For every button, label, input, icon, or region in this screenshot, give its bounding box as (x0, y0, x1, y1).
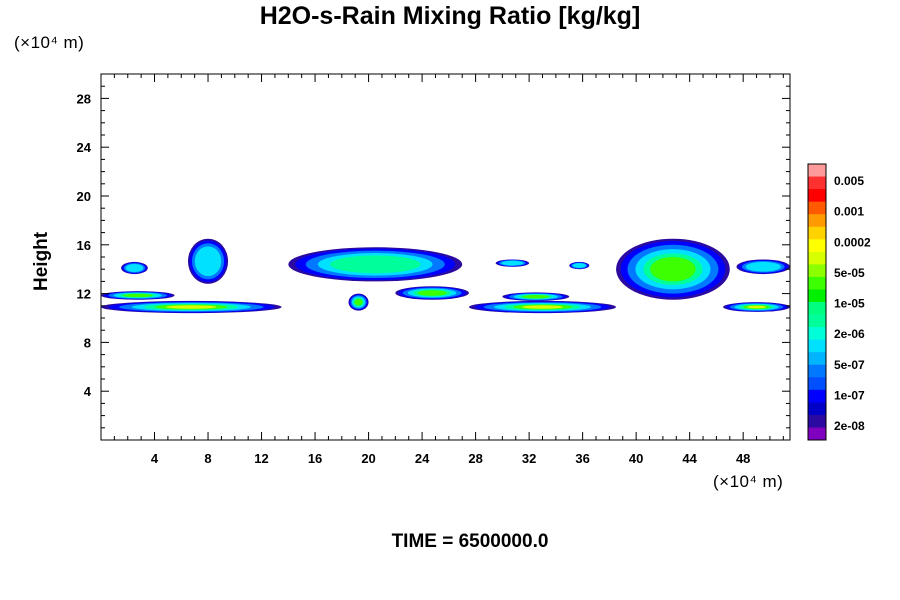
colorbar-swatch (808, 214, 826, 228)
x-axis-unit: (×10⁴ m) (713, 472, 784, 491)
rain-contour (330, 255, 421, 274)
chart-title: H2O-s-Rain Mixing Ratio [kg/kg] (259, 2, 641, 30)
y-tick-label: 8 (84, 335, 91, 350)
y-axis: 4 8 12 16 20 24 28 (77, 85, 790, 429)
rain-contour (166, 305, 217, 309)
rain-region (121, 261, 148, 275)
y-tick-label: 20 (77, 189, 91, 204)
x-tick-label: 16 (308, 451, 322, 466)
y-tick-label: 16 (77, 238, 91, 253)
rain-region (502, 292, 570, 301)
rain-contour (745, 261, 781, 272)
colorbar-label: 1e-07 (834, 388, 865, 402)
rain-region (101, 300, 282, 314)
colorbar-swatch (808, 264, 826, 278)
rain-region (616, 238, 730, 300)
time-label: TIME = 6500000.0 (391, 531, 549, 552)
colorbar-label: 2e-06 (834, 327, 865, 341)
rain-contour (417, 290, 447, 296)
rain-contour (572, 263, 586, 268)
x-tick-label: 32 (522, 451, 536, 466)
rain-region (187, 238, 229, 284)
colorbar-swatch (808, 427, 826, 441)
rain-contour (747, 305, 766, 309)
colorbar-label: 5e-05 (834, 266, 865, 280)
colorbar-label: 1e-05 (834, 297, 865, 311)
colorbar-frame (807, 163, 827, 441)
y-tick-label: 12 (77, 287, 91, 302)
x-tick-label: 36 (575, 451, 589, 466)
colorbar-swatch (808, 377, 826, 391)
y-tick-label: 24 (77, 140, 92, 155)
colorbar-swatch (808, 289, 826, 303)
y-axis-unit: (×10⁴ m) (14, 33, 85, 52)
colorbar-label: 0.0002 (834, 235, 871, 249)
rain-region (723, 302, 790, 312)
x-tick-label: 44 (682, 451, 697, 466)
x-tick-label: 8 (204, 451, 211, 466)
rain-contour (522, 294, 550, 299)
colorbar-swatch (808, 276, 826, 290)
rain-region (101, 291, 175, 300)
rain-region (348, 293, 369, 311)
colorbar-swatch (808, 176, 826, 190)
colorbar-swatch (808, 239, 826, 253)
colorbar-swatch (808, 226, 826, 240)
rain-region (569, 261, 590, 270)
colorbar-swatch (808, 327, 826, 341)
colorbar-swatch (808, 352, 826, 366)
colorbar: 0.005 0.001 0.0002 5e-05 1e-05 2e-06 5e-07 1e-0… (807, 163, 871, 441)
x-tick-label: 40 (629, 451, 643, 466)
rain-region (736, 259, 790, 275)
rain-region (288, 247, 463, 282)
colorbar-swatch (808, 302, 826, 316)
rain-contour (354, 298, 363, 306)
rain-contour (501, 260, 524, 266)
colorbar-swatch (808, 189, 826, 203)
x-tick-label: 24 (415, 451, 430, 466)
colorbar-swatch (808, 201, 826, 215)
x-tick-label: 48 (736, 451, 750, 466)
rain-contour (123, 293, 153, 298)
x-tick-label: 4 (151, 451, 159, 466)
colorbar-label: 0.005 (834, 174, 864, 188)
colorbar-swatch (808, 414, 826, 428)
rain-region (468, 300, 617, 314)
colorbar-swatch (808, 251, 826, 265)
rain-region (495, 259, 530, 267)
rain-contour (125, 263, 144, 273)
colorbar-swatch (808, 402, 826, 416)
x-tick-label: 12 (254, 451, 268, 466)
rain-field (101, 238, 790, 314)
colorbar-swatch (808, 339, 826, 353)
x-tick-label: 20 (361, 451, 375, 466)
colorbar-label: 2e-08 (834, 419, 865, 433)
rain-contour (194, 246, 222, 277)
colorbar-swatch (808, 314, 826, 328)
y-tick-label: 4 (84, 384, 92, 399)
colorbar-swatch (808, 164, 826, 178)
colorbar-label: 5e-07 (834, 358, 865, 372)
x-axis: 4 8 12 16 20 24 28 32 36 40 44 48 (113, 74, 784, 466)
colorbar-swatch (808, 364, 826, 378)
rain-contour (650, 257, 696, 282)
colorbar-label: 0.001 (834, 205, 864, 219)
y-tick-label: 28 (77, 91, 91, 106)
rain-contour (521, 305, 564, 309)
x-tick-label: 28 (468, 451, 482, 466)
rain-region (395, 286, 469, 300)
colorbar-swatch (808, 389, 826, 403)
